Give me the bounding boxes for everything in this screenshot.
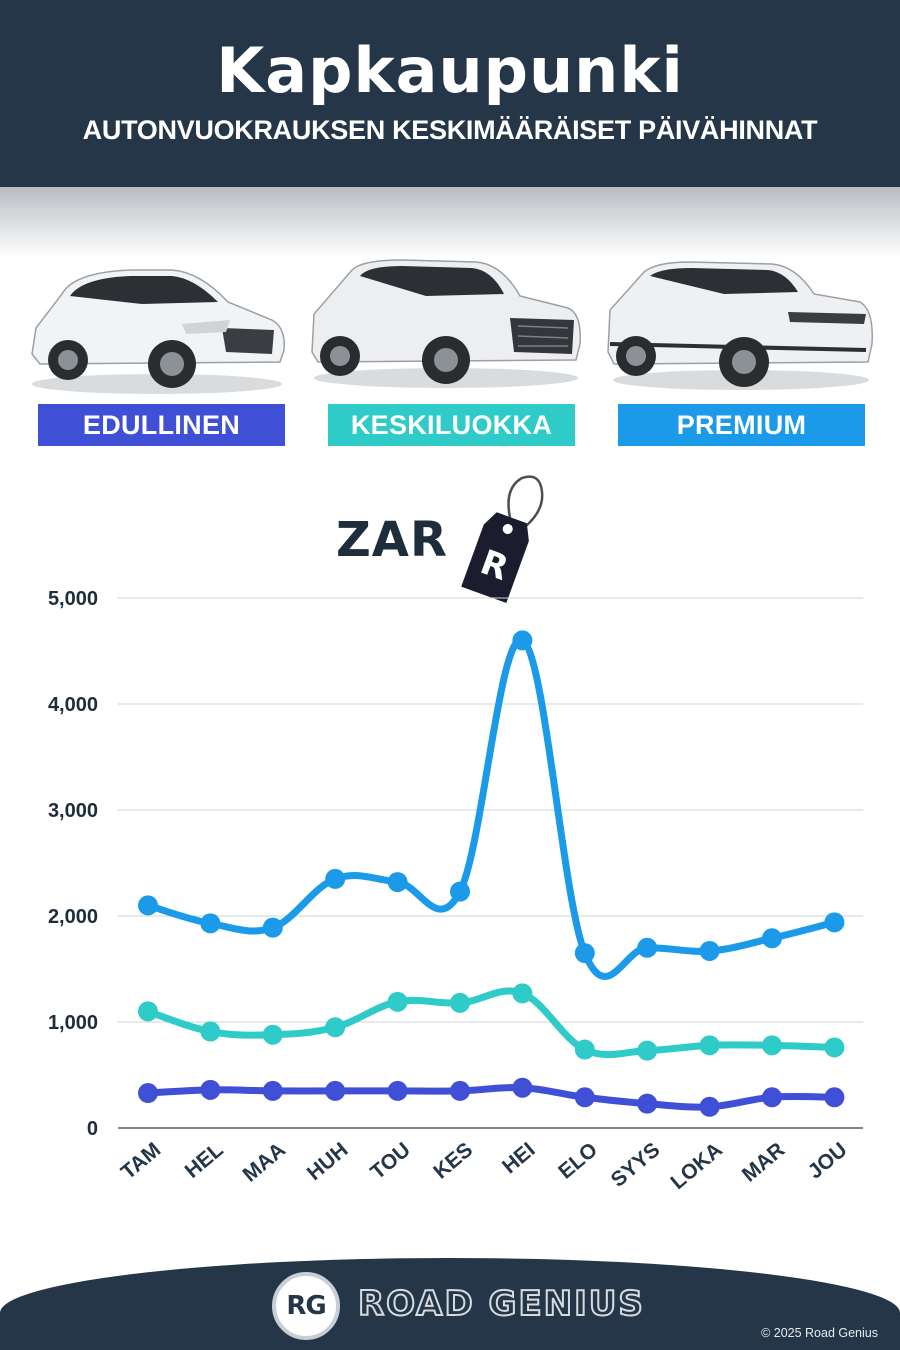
y-tick-label: 2,000: [48, 906, 98, 928]
data-point-edullinen: [387, 1080, 408, 1101]
data-point-edullinen: [824, 1087, 845, 1108]
data-point-keskiluokka: [574, 1039, 595, 1060]
page-title: Kapkaupunki: [216, 34, 684, 107]
economy-car-image: [22, 258, 290, 398]
data-point-premium: [512, 630, 533, 651]
data-point-premium: [450, 881, 470, 902]
data-point-edullinen: [325, 1080, 346, 1101]
data-point-keskiluokka: [512, 983, 533, 1004]
x-tick-label: ELO: [554, 1138, 602, 1183]
data-point-edullinen: [200, 1079, 221, 1100]
data-point-edullinen: [699, 1096, 720, 1117]
data-point-keskiluokka: [762, 1035, 782, 1056]
data-point-keskiluokka: [262, 1024, 283, 1045]
x-tick-label: HEL: [181, 1138, 228, 1183]
data-point-keskiluokka: [200, 1021, 221, 1042]
page-subtitle: AUTONVUOKRAUKSEN KESKIMÄÄRÄISET PÄIVÄHIN…: [82, 115, 818, 145]
brand-name: ROAD GENIUS: [357, 1283, 645, 1325]
price-tag-icon: R: [448, 470, 548, 611]
footer: RG ROAD GENIUS © 2025 Road Genius: [0, 1258, 900, 1350]
series-line-keskiluokka: [144, 987, 838, 1059]
x-tick-label: HUH: [303, 1138, 353, 1185]
data-point-premium: [762, 928, 782, 949]
header-banner: Kapkaupunki AUTONVUOKRAUKSEN KESKIMÄÄRÄI…: [0, 0, 900, 187]
data-point-edullinen: [574, 1087, 595, 1108]
data-point-premium: [387, 872, 408, 893]
data-point-edullinen: [262, 1080, 283, 1101]
series-line-premium: [144, 636, 838, 980]
x-tick-label: LOKA: [666, 1138, 726, 1194]
x-tick-label: JOU: [804, 1138, 852, 1183]
x-tick-label: TAM: [117, 1138, 165, 1184]
data-point-premium: [262, 917, 283, 938]
midsize-suv-image: [306, 256, 586, 390]
price-line-chart: 0 1,000 2,000 3,000 4,000 5,000 TAM HEL MAA HUH T…: [48, 588, 863, 1194]
logo-mark: RG: [286, 1291, 326, 1321]
data-point-keskiluokka: [637, 1040, 658, 1061]
series-line-edullinen: [144, 1084, 838, 1111]
y-tick-label: 4,000: [48, 694, 98, 716]
data-point-keskiluokka: [387, 991, 408, 1012]
data-point-premium: [824, 912, 845, 933]
data-point-premium: [574, 943, 595, 964]
data-point-edullinen: [512, 1077, 533, 1098]
data-point-edullinen: [762, 1087, 782, 1108]
data-point-keskiluokka: [325, 1017, 346, 1038]
x-tick-label: SYYS: [607, 1138, 665, 1192]
category-badge-economy: EDULLINEN: [38, 404, 285, 446]
x-tick-label: MAA: [239, 1138, 290, 1186]
category-badge-midsize: KESKILUOKKA: [328, 404, 575, 446]
data-point-premium: [138, 895, 158, 916]
data-point-premium: [637, 937, 658, 958]
y-tick-label: 1,000: [48, 1012, 98, 1034]
header-shadow: [0, 187, 900, 257]
data-point-keskiluokka: [699, 1035, 720, 1056]
x-tick-label: KES: [429, 1138, 477, 1183]
copyright-text: © 2025 Road Genius: [761, 1326, 878, 1340]
data-point-premium: [699, 940, 720, 961]
y-tick-label: 3,000: [48, 800, 98, 822]
currency-code: ZAR: [336, 512, 448, 568]
x-tick-label: MAR: [738, 1138, 789, 1186]
data-point-edullinen: [450, 1080, 470, 1101]
footer-band: [0, 1258, 900, 1350]
data-point-premium: [200, 913, 221, 934]
premium-suv-image: [604, 258, 878, 392]
category-badge-premium: PREMIUM: [618, 404, 865, 446]
data-point-keskiluokka: [138, 1001, 158, 1022]
data-point-premium: [325, 868, 346, 889]
x-tick-label: TOU: [366, 1138, 414, 1184]
data-point-keskiluokka: [824, 1037, 845, 1058]
data-point-edullinen: [637, 1093, 658, 1114]
y-tick-label: 0: [87, 1118, 98, 1140]
data-point-keskiluokka: [450, 992, 470, 1013]
road-genius-logo-icon: RG: [272, 1272, 340, 1340]
y-tick-label: 5,000: [48, 588, 98, 610]
x-tick-label: HEI: [498, 1138, 540, 1178]
data-point-edullinen: [138, 1083, 158, 1104]
